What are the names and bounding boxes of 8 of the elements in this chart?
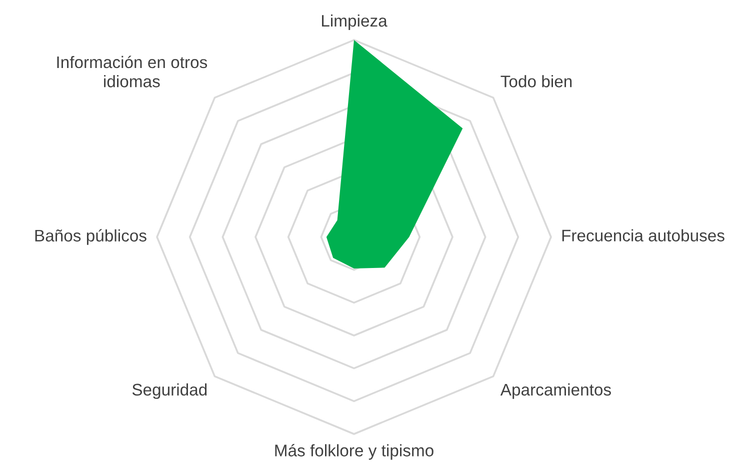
spoke-label: Más folklore y tipismo	[275, 444, 434, 460]
spoke-label: Todo bien	[500, 75, 572, 88]
spoke-label: Aparcamientos	[500, 383, 611, 399]
spoke-label: Seguridad	[132, 383, 207, 399]
spoke-label: Limpieza	[322, 14, 388, 30]
spoke-label: Frecuencia autobuses	[562, 229, 724, 242]
spoke-label: Información en otros idiomas	[57, 56, 208, 88]
spoke-label: Baños públicos	[35, 229, 146, 245]
